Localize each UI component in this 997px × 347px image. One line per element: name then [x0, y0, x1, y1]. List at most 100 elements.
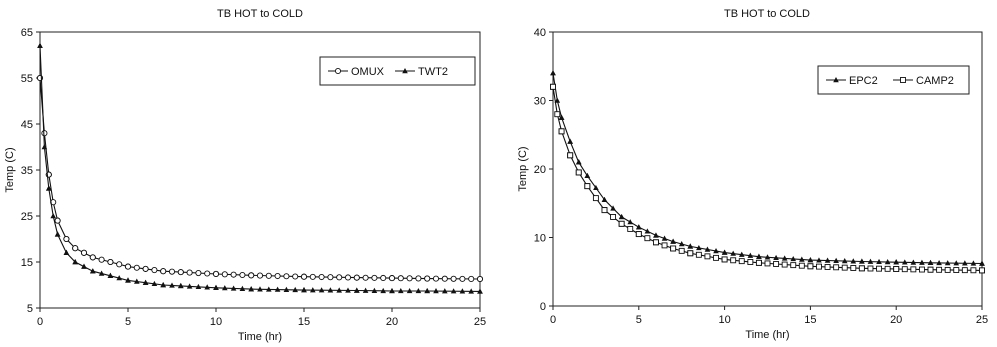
data-point: [195, 269, 202, 277]
data-point: [927, 266, 934, 273]
data-point: [54, 231, 61, 237]
data-point: [178, 282, 184, 289]
data-point: [661, 242, 668, 249]
data-point: [850, 258, 857, 264]
data-point: [764, 254, 771, 260]
data-point: [151, 280, 158, 287]
data-point: [169, 282, 175, 288]
data-point: [292, 273, 299, 280]
y-axis-label: Temp (C): [4, 147, 16, 192]
x-tick-label: 20: [386, 316, 398, 328]
data-point: [558, 114, 565, 120]
data-point: [910, 259, 917, 265]
data-point: [98, 270, 105, 276]
data-point: [142, 279, 149, 285]
data-point: [884, 265, 891, 272]
data-point: [833, 257, 839, 263]
x-axis-label: Time (hr): [238, 331, 282, 343]
data-point: [970, 260, 977, 266]
data-point: [755, 259, 762, 266]
data-point: [644, 235, 651, 242]
data-point: [72, 259, 78, 265]
data-point: [459, 275, 466, 282]
y-tick-label: 55: [21, 73, 33, 85]
data-point: [362, 274, 369, 281]
data-point: [687, 250, 694, 257]
data-point: [204, 270, 211, 277]
data-point: [160, 282, 166, 288]
chart-title: TB HOT to COLD: [217, 8, 303, 20]
legend-marker: [402, 68, 408, 74]
data-point: [318, 273, 325, 281]
data-point: [177, 269, 184, 276]
y-tick-label: 65: [21, 27, 33, 39]
data-point: [824, 264, 831, 270]
data-point: [415, 287, 422, 294]
data-point: [310, 287, 316, 293]
data-point: [979, 267, 985, 274]
data-point: [442, 288, 448, 294]
data-point: [936, 266, 943, 273]
data-point: [721, 249, 728, 255]
data-point: [893, 266, 900, 272]
data-point: [134, 278, 140, 284]
data-point: [168, 268, 176, 275]
x-tick-label: 15: [804, 314, 816, 326]
data-point: [575, 169, 582, 176]
data-point: [910, 266, 917, 273]
data-point: [859, 258, 865, 264]
data-point: [230, 285, 237, 291]
data-point: [248, 286, 254, 292]
data-point: [230, 271, 237, 278]
data-point: [397, 275, 404, 282]
data-point: [713, 254, 719, 261]
data-point: [160, 268, 167, 275]
data-point: [919, 259, 925, 265]
data-point: [738, 251, 745, 257]
data-point: [807, 263, 814, 270]
data-point: [790, 255, 797, 262]
data-point: [936, 259, 942, 266]
data-point: [816, 263, 822, 270]
data-point: [610, 205, 616, 211]
data-point: [476, 275, 484, 283]
data-point: [239, 271, 246, 279]
data-point: [747, 252, 754, 258]
data-point: [627, 225, 634, 232]
data-point: [918, 266, 925, 273]
data-point: [371, 287, 378, 293]
data-point: [336, 274, 343, 281]
data-point: [81, 263, 87, 269]
data-point: [584, 183, 591, 190]
data-point: [901, 259, 908, 265]
data-point: [389, 287, 395, 294]
legend-entry: OMUX: [351, 66, 385, 78]
legend: EPC2 CAMP2: [817, 65, 970, 95]
data-point: [653, 239, 659, 246]
data-point: [833, 264, 840, 271]
data-point: [450, 288, 457, 294]
data-point: [962, 260, 968, 266]
data-point: [248, 272, 255, 279]
x-tick-label: 5: [636, 314, 642, 326]
data-point: [730, 250, 736, 256]
data-point: [884, 258, 891, 265]
data-point: [575, 159, 582, 165]
data-point: [441, 275, 448, 282]
data-point: [653, 232, 659, 238]
series-line: [552, 73, 983, 265]
data-point: [309, 273, 316, 280]
data-point: [961, 267, 968, 274]
data-point: [41, 144, 48, 150]
data-point: [867, 265, 874, 272]
data-point: [318, 287, 325, 293]
data-point: [266, 286, 272, 292]
data-point: [406, 275, 413, 282]
data-point: [858, 265, 865, 272]
data-point: [670, 238, 676, 244]
data-point: [636, 224, 642, 230]
data-point: [301, 287, 307, 293]
chart-2: TB HOT to COLD 0 10 20 30 40 0 5 10 15 20 25 Time (h…: [517, 8, 988, 341]
data-point: [345, 287, 351, 293]
